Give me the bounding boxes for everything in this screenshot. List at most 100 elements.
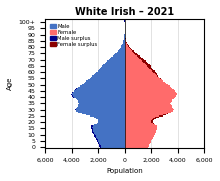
Bar bbox=[92, 130, 125, 132]
Bar bbox=[125, 75, 158, 77]
Bar bbox=[82, 113, 125, 114]
Bar bbox=[124, 20, 125, 22]
Bar bbox=[125, 103, 170, 104]
Bar bbox=[100, 147, 125, 148]
Bar bbox=[94, 135, 95, 136]
Bar bbox=[118, 50, 125, 52]
Bar bbox=[125, 107, 172, 108]
Bar bbox=[125, 92, 176, 93]
Bar bbox=[99, 144, 100, 145]
Bar bbox=[84, 83, 125, 84]
Bar bbox=[125, 45, 129, 47]
Bar bbox=[125, 89, 174, 90]
Bar bbox=[99, 144, 125, 145]
Y-axis label: Age: Age bbox=[7, 77, 13, 90]
Bar bbox=[125, 57, 141, 58]
Bar bbox=[125, 130, 156, 132]
Bar bbox=[122, 44, 125, 45]
Bar bbox=[97, 123, 125, 124]
Bar bbox=[150, 69, 153, 70]
Bar bbox=[102, 65, 125, 67]
Bar bbox=[125, 59, 144, 60]
Bar bbox=[143, 62, 147, 63]
Bar bbox=[125, 63, 148, 64]
Bar bbox=[125, 39, 126, 40]
Bar bbox=[125, 117, 159, 118]
Bar bbox=[125, 139, 152, 140]
Bar bbox=[124, 35, 125, 37]
Bar bbox=[125, 142, 150, 143]
Bar bbox=[72, 92, 125, 93]
Bar bbox=[139, 58, 143, 59]
Bar bbox=[99, 145, 125, 147]
Bar bbox=[78, 105, 125, 107]
Bar bbox=[91, 128, 125, 129]
Bar bbox=[86, 80, 125, 82]
Bar bbox=[125, 120, 152, 122]
Bar bbox=[80, 85, 125, 87]
Bar bbox=[92, 132, 94, 133]
Bar bbox=[75, 109, 76, 110]
Bar bbox=[125, 110, 173, 111]
Bar bbox=[92, 129, 93, 130]
Bar bbox=[125, 49, 132, 50]
Bar bbox=[116, 53, 125, 54]
Bar bbox=[106, 62, 125, 63]
Bar bbox=[95, 73, 125, 74]
Bar bbox=[125, 147, 148, 148]
Bar bbox=[103, 64, 125, 65]
Bar bbox=[125, 94, 177, 95]
Bar bbox=[76, 98, 125, 99]
Bar bbox=[138, 57, 141, 58]
Bar bbox=[125, 70, 155, 71]
Bar bbox=[125, 79, 162, 80]
Bar bbox=[125, 38, 126, 39]
Bar bbox=[125, 118, 156, 119]
X-axis label: Population: Population bbox=[106, 168, 143, 174]
Bar bbox=[72, 95, 73, 96]
Bar bbox=[125, 143, 150, 144]
Bar bbox=[125, 95, 176, 96]
Bar bbox=[77, 107, 125, 108]
Bar bbox=[96, 118, 125, 119]
Bar bbox=[141, 59, 144, 60]
Bar bbox=[91, 125, 125, 127]
Bar bbox=[121, 47, 125, 48]
Bar bbox=[123, 40, 125, 42]
Bar bbox=[107, 60, 125, 62]
Bar bbox=[147, 65, 150, 67]
Bar bbox=[148, 67, 150, 68]
Bar bbox=[124, 20, 125, 22]
Bar bbox=[97, 142, 125, 143]
Bar bbox=[167, 113, 169, 114]
Bar bbox=[90, 78, 125, 79]
Bar bbox=[94, 134, 125, 135]
Bar bbox=[163, 114, 166, 115]
Bar bbox=[125, 102, 171, 103]
Bar bbox=[125, 119, 154, 120]
Bar bbox=[86, 114, 125, 115]
Bar bbox=[79, 103, 125, 104]
Bar bbox=[125, 55, 140, 57]
Bar bbox=[100, 68, 125, 69]
Bar bbox=[125, 83, 166, 84]
Bar bbox=[98, 120, 125, 122]
Bar bbox=[95, 138, 97, 139]
Bar bbox=[99, 69, 125, 70]
Bar bbox=[96, 139, 125, 140]
Bar bbox=[155, 73, 157, 74]
Bar bbox=[94, 74, 125, 75]
Bar bbox=[105, 63, 125, 64]
Bar bbox=[125, 85, 170, 87]
Legend: Male, Female, Male surplus, Female surplus: Male, Female, Male surplus, Female surpl… bbox=[49, 23, 99, 48]
Bar bbox=[125, 136, 153, 138]
Bar bbox=[94, 117, 125, 118]
Bar bbox=[125, 123, 154, 124]
Bar bbox=[91, 128, 93, 129]
Bar bbox=[134, 53, 137, 54]
Bar bbox=[73, 96, 125, 98]
Bar bbox=[125, 43, 127, 44]
Bar bbox=[93, 133, 94, 134]
Bar bbox=[94, 135, 125, 136]
Bar bbox=[98, 122, 125, 123]
